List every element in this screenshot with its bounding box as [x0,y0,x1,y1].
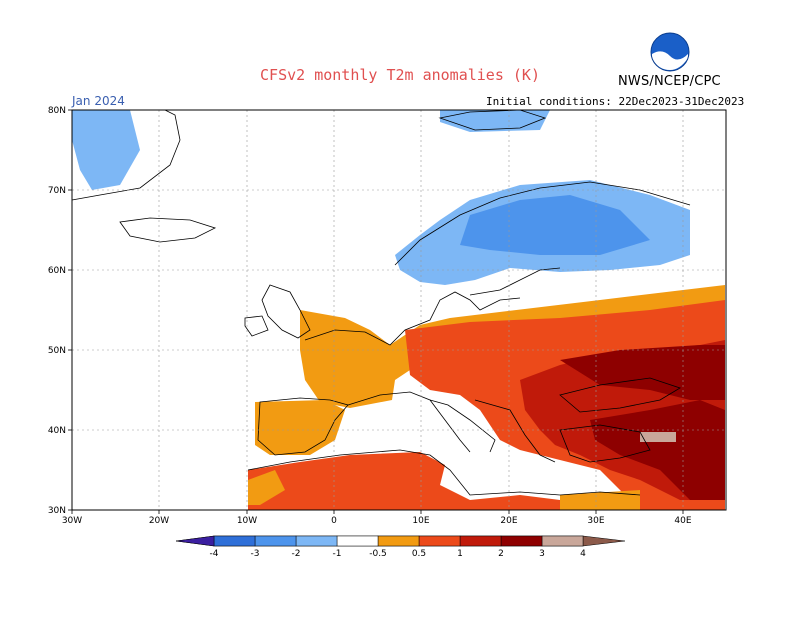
lat-tick-label: 50N [48,346,66,356]
colorbar-label: -2 [292,549,301,559]
lon-tick-label: 20W [149,516,169,526]
colorbar-label: 3 [539,549,545,559]
gridlines [72,110,726,510]
colorbar-segment [541,535,584,547]
colorbar-segment [336,535,379,547]
colorbar-segment [175,535,215,547]
month-label: Jan 2024 [72,94,125,108]
colorbar-label: 4 [580,549,586,559]
lat-tick-label: 60N [48,266,66,276]
tick-marks [68,109,684,514]
map-title: CFSv2 monthly T2m anomalies (K) [260,66,540,84]
colorbar-label: -3 [251,549,260,559]
map-frame [71,109,727,511]
colorbar-segment [500,535,543,547]
colorbar-segment [377,535,420,547]
colorbar-segment [213,535,256,547]
colorbar-label: -0.5 [369,549,387,559]
lat-tick-label: 70N [48,186,66,196]
colorbar-segment [459,535,502,547]
colorbar-segment [418,535,461,547]
initial-conditions-label: Initial conditions: 22Dec2023-31Dec2023 [486,95,745,108]
lon-tick-label: 0 [331,516,337,526]
lon-tick-label: 10E [412,516,429,526]
colorbar-label: 1 [457,549,463,559]
colorbar-segment [582,535,626,547]
lat-tick-label: 30N [48,506,66,516]
lon-tick-label: 30E [587,516,604,526]
lat-axis-labels: 30N 40N 50N 60N 70N 80N [48,106,66,516]
lon-tick-label: 20E [500,516,517,526]
noaa-logo [650,32,690,72]
colorbar: -4 -3 -2 -1 -0.5 0.5 1 2 3 4 [175,535,626,559]
colorbar-label: 2 [498,549,504,559]
coastlines [71,109,691,496]
lon-tick-label: 10W [237,516,257,526]
lat-tick-label: 80N [48,106,66,116]
agency-label: NWS/NCEP/CPC [618,74,721,89]
colorbar-segment [295,535,338,547]
colorbar-label: -4 [210,549,219,559]
lon-tick-label: 40E [674,516,691,526]
lat-tick-label: 40N [48,426,66,436]
colorbar-segment [254,535,297,547]
colorbar-label: -1 [333,549,342,559]
lon-axis-labels: 30W 20W 10W 0 10E 20E 30E 40E [62,516,692,526]
anomaly-fields [72,110,725,510]
colorbar-label: 0.5 [412,549,426,559]
lon-tick-label: 30W [62,516,82,526]
